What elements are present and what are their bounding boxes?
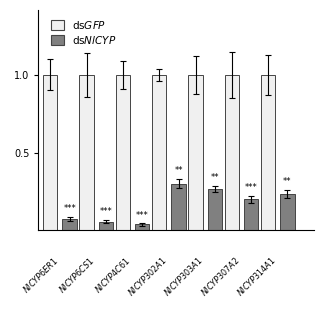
Text: ***: *** [63, 204, 76, 213]
Bar [225, 75, 239, 230]
Text: **: ** [174, 166, 183, 175]
Text: ***: *** [245, 183, 258, 192]
Bar [43, 75, 57, 230]
Bar [261, 75, 275, 230]
Bar [188, 75, 203, 230]
Text: ***: *** [100, 207, 112, 216]
Text: $\it{NlCYP302A1}$: $\it{NlCYP302A1}$ [125, 255, 169, 298]
Text: $\it{NlCYP307A2}$: $\it{NlCYP307A2}$ [198, 255, 242, 298]
Text: $\it{NlCYP303A1}$: $\it{NlCYP303A1}$ [162, 255, 205, 298]
Text: **: ** [283, 177, 292, 186]
Legend: ds$\it{GFP}$, ds$\it{NlCYP}$: ds$\it{GFP}$, ds$\it{NlCYP}$ [46, 15, 121, 50]
Bar [280, 194, 295, 230]
Bar [79, 75, 94, 230]
Bar [244, 199, 258, 230]
Bar [62, 219, 77, 230]
Bar [99, 222, 113, 230]
Bar [208, 189, 222, 230]
Text: **: ** [211, 173, 219, 182]
Bar [116, 75, 130, 230]
Text: $\it{NlCYP6CS1}$: $\it{NlCYP6CS1}$ [56, 255, 96, 295]
Text: $\it{NlCYP6ER1}$: $\it{NlCYP6ER1}$ [20, 255, 60, 295]
Bar [172, 184, 186, 230]
Text: $\it{NlCYP4C61}$: $\it{NlCYP4C61}$ [92, 255, 132, 295]
Bar [135, 225, 149, 230]
Text: $\it{NlCYP314A1}$: $\it{NlCYP314A1}$ [234, 255, 278, 298]
Text: ***: *** [136, 211, 148, 220]
Bar [152, 75, 166, 230]
